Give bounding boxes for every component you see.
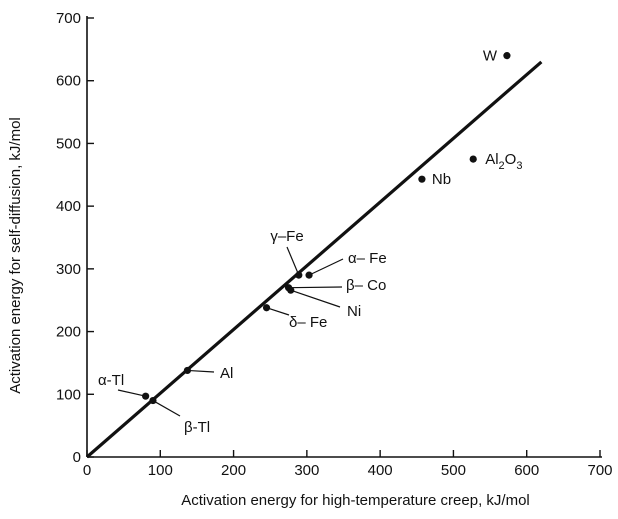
x-tick-label: 600: [514, 462, 539, 479]
data-point: [305, 271, 313, 279]
point-label: α-Tl: [98, 372, 124, 389]
y-tick-label: 200: [56, 324, 81, 341]
data-point: [183, 366, 192, 375]
y-tick-label: 600: [56, 73, 81, 90]
data-point: [142, 392, 150, 400]
leader-line: [266, 307, 290, 316]
point-label: β– Co: [346, 277, 386, 294]
data-point: [287, 286, 295, 294]
x-axis-title: Activation energy for high-temperature c…: [181, 492, 530, 509]
axes: 0 100 200 300 400 500 600 700 0 100 200 300 400 500 60…: [56, 10, 613, 479]
y-axis-title: Activation energy for self-diffusion, kJ…: [7, 117, 24, 394]
y-tick-label: 400: [56, 198, 81, 215]
leader-line: [286, 246, 300, 276]
point-label: δ– Fe: [289, 314, 327, 331]
leader-line: [308, 258, 344, 276]
point-label: γ–Fe: [270, 228, 303, 245]
point-label: β-Tl: [184, 419, 210, 436]
leader-line: [290, 289, 341, 308]
x-tick-label: 400: [368, 462, 393, 479]
leader-line: [187, 369, 215, 373]
data-point: [262, 304, 271, 312]
point-label: W: [483, 48, 498, 65]
data-point: [469, 155, 477, 163]
data-points: [142, 52, 511, 405]
point-label: Al2O3: [485, 151, 522, 172]
point-label: Nb: [432, 171, 451, 188]
x-tick-label: 500: [441, 462, 466, 479]
data-point: [418, 175, 426, 183]
y-tick-label: 700: [56, 10, 81, 27]
x-tick-label: 700: [587, 462, 612, 479]
y-tick-label: 500: [56, 135, 81, 152]
x-tick-label: 0: [83, 462, 91, 479]
leader-lines: [117, 246, 344, 417]
x-tick-label: 300: [294, 462, 319, 479]
point-label: Al: [220, 365, 233, 382]
y-tick-label: 300: [56, 261, 81, 278]
data-point: [149, 396, 157, 405]
leader-line: [152, 400, 181, 417]
fit-line-group: [85, 60, 543, 459]
x-tick-label: 200: [221, 462, 246, 479]
x-tick-label: 100: [148, 462, 173, 479]
leader-line: [288, 286, 343, 289]
point-labels: W Al2O3 Nb γ–Fe α– Fe β– Co Ni δ– Fe Al α-Tl β-Tl: [98, 48, 522, 436]
data-point: [503, 52, 511, 60]
leader-line: [117, 389, 146, 397]
fit-line: [85, 60, 543, 459]
y-tick-label: 100: [56, 386, 81, 403]
data-point: [295, 271, 303, 279]
y-tick-label: 0: [73, 449, 81, 466]
point-label: α– Fe: [348, 250, 387, 267]
point-label: Ni: [347, 303, 361, 320]
